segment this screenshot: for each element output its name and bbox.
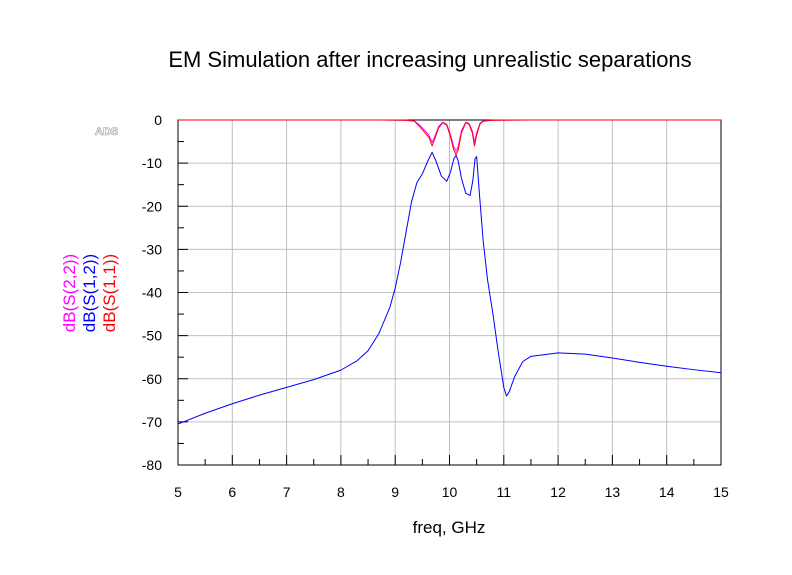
series-lines bbox=[177, 119, 722, 425]
y-tick-label: -40 bbox=[142, 285, 162, 301]
x-axis-ticks: 5 6 7 8 9 10 11 12 13 14 15 bbox=[174, 455, 729, 500]
x-tick-label: 15 bbox=[713, 484, 729, 500]
x-tick-label: 13 bbox=[605, 484, 621, 500]
y-tick-label: -50 bbox=[142, 328, 162, 344]
y-axis-label-db-s-2-2: dB(S(2,2)) bbox=[60, 254, 79, 332]
series-line-db-s-1-1 bbox=[178, 119, 721, 155]
grid bbox=[178, 120, 721, 465]
y-axis-label-db-s-1-2: dB(S(1,2)) bbox=[80, 254, 99, 332]
x-tick-label: 12 bbox=[550, 484, 566, 500]
y-tick-label: -70 bbox=[142, 414, 162, 430]
y-axis-label-db-s-1-1: dB(S(1,1)) bbox=[100, 254, 119, 332]
x-tick-label: 10 bbox=[442, 484, 458, 500]
series-line-db-s-1-2 bbox=[177, 151, 722, 425]
x-tick-label: 8 bbox=[337, 484, 345, 500]
x-tick-label: 14 bbox=[659, 484, 675, 500]
y-tick-label: -30 bbox=[142, 241, 162, 257]
x-tick-label: 5 bbox=[174, 484, 182, 500]
ads-watermark: ADS bbox=[95, 126, 118, 138]
y-axis-ticks: 0 -10 -20 -30 -40 -50 -60 -70 -80 bbox=[142, 112, 188, 473]
x-tick-label: 6 bbox=[228, 484, 236, 500]
chart-title: EM Simulation after increasing unrealist… bbox=[168, 47, 691, 72]
y-tick-label: -10 bbox=[142, 155, 162, 171]
y-axis-labels: dB(S(2,2)) dB(S(1,2)) dB(S(1,1)) bbox=[60, 254, 119, 332]
y-tick-label: -60 bbox=[142, 371, 162, 387]
y-tick-label: 0 bbox=[154, 112, 162, 128]
y-tick-label: -20 bbox=[142, 198, 162, 214]
x-tick-label: 11 bbox=[497, 484, 512, 500]
x-axis-label: freq, GHz bbox=[413, 518, 486, 537]
y-tick-label: -80 bbox=[142, 457, 162, 473]
x-tick-label: 7 bbox=[283, 484, 291, 500]
x-tick-label: 9 bbox=[391, 484, 399, 500]
